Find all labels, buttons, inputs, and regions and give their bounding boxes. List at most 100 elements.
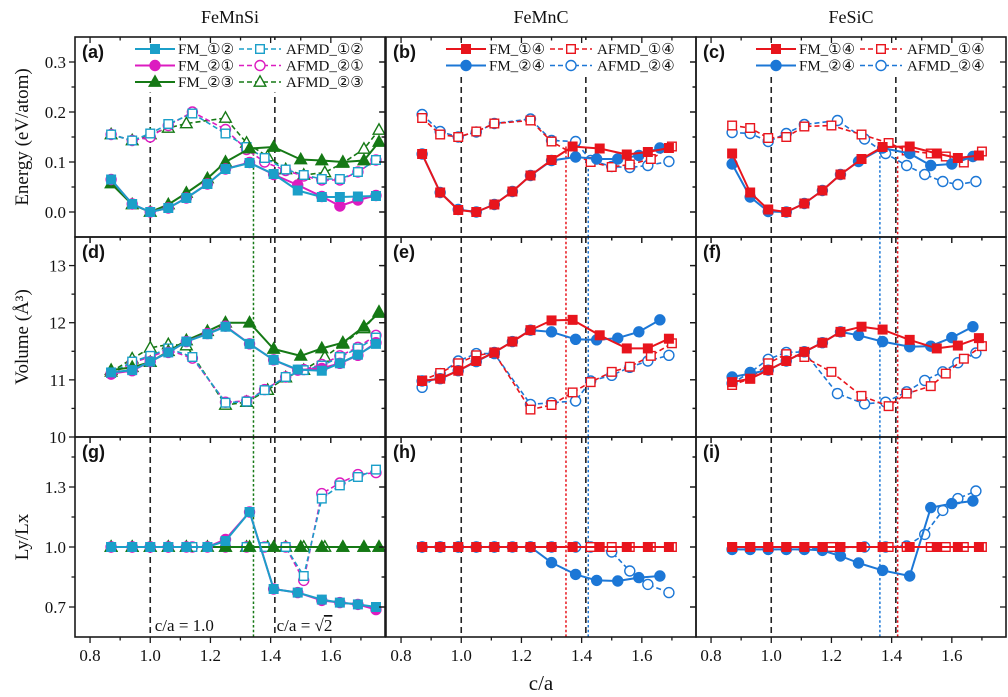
x-tick-label: 1.2	[821, 646, 842, 665]
data-point	[835, 542, 846, 553]
data-point	[316, 191, 327, 202]
data-point	[127, 198, 138, 209]
data-point	[370, 190, 381, 201]
data-point	[781, 206, 792, 217]
data-point	[663, 542, 674, 553]
legend-label: FM_②④	[489, 59, 545, 75]
data-point	[973, 150, 984, 161]
data-point	[106, 129, 117, 140]
series-0	[106, 157, 381, 217]
legend-label: FM_①④	[799, 42, 855, 58]
data-point	[835, 169, 846, 180]
data-point	[266, 139, 281, 152]
data-point	[654, 314, 666, 326]
data-point	[817, 337, 828, 348]
data-point	[268, 354, 279, 365]
data-point	[852, 557, 865, 569]
legend-marker-swatch	[771, 44, 782, 55]
data-point	[371, 122, 385, 135]
data-point	[856, 321, 867, 332]
data-point	[590, 574, 603, 587]
data-point	[817, 185, 828, 196]
data-point	[220, 321, 231, 332]
data-point	[834, 550, 847, 562]
data-point	[925, 159, 937, 172]
data-point	[831, 387, 844, 400]
legend-entry: AFMD_②④	[860, 59, 985, 75]
data-point	[202, 542, 213, 553]
data-point	[856, 390, 867, 401]
legend-marker-swatch	[253, 74, 267, 87]
plot-area	[104, 237, 385, 437]
data-point	[817, 542, 828, 553]
data-point	[127, 542, 138, 553]
data-point	[352, 349, 363, 360]
x-tick-label: 1.6	[631, 646, 652, 665]
legend-entry: AFMD_①②	[239, 42, 364, 58]
data-point	[435, 373, 446, 384]
data-point	[266, 539, 281, 552]
data-point	[727, 377, 738, 388]
legend-label: AFMD_②①	[286, 59, 364, 75]
data-point	[569, 395, 582, 407]
data-point	[799, 542, 810, 553]
data-point	[489, 199, 500, 210]
data-point	[781, 131, 792, 142]
data-point	[181, 336, 192, 347]
data-point	[621, 542, 632, 553]
data-point	[471, 206, 482, 217]
data-point	[241, 396, 252, 407]
data-point	[314, 340, 329, 354]
data-point	[471, 126, 482, 137]
legend-label: AFMD_①④	[907, 42, 985, 58]
data-point	[745, 542, 756, 553]
data-point	[663, 586, 675, 599]
legend-marker-swatch	[254, 44, 265, 55]
data-point	[925, 501, 937, 514]
data-point	[220, 536, 231, 547]
data-point	[163, 202, 174, 213]
data-point	[883, 401, 894, 412]
legend-marker-swatch	[149, 44, 160, 55]
data-point	[835, 326, 846, 337]
data-point	[745, 122, 756, 133]
data-point	[952, 178, 964, 191]
data-point	[525, 404, 536, 415]
data-point	[904, 542, 915, 553]
data-point	[145, 206, 156, 217]
data-point	[633, 326, 645, 338]
data-point	[220, 128, 231, 139]
y-tick-label: 11	[50, 371, 66, 390]
column-title-femnsi: FeMnSi	[201, 7, 259, 27]
data-point	[127, 135, 138, 146]
data-point	[727, 120, 738, 131]
y-tick-label: 12	[49, 314, 66, 333]
x-tick-label: 0.8	[79, 646, 100, 665]
legend-label: FM_②③	[178, 75, 234, 91]
annotation: c/a = 1.0	[155, 616, 214, 635]
legend-entry: FM_①②	[135, 42, 234, 58]
data-point	[745, 373, 756, 384]
data-point	[763, 542, 774, 553]
data-point	[642, 146, 653, 157]
data-point	[826, 120, 837, 131]
data-point	[952, 340, 963, 351]
legend-marker-swatch	[254, 59, 266, 72]
legend-marker-swatch	[875, 59, 887, 72]
series-0	[727, 321, 984, 388]
data-point	[242, 315, 257, 328]
data-point	[546, 136, 557, 147]
data-point	[590, 153, 603, 165]
data-point	[370, 338, 381, 349]
data-point	[352, 472, 363, 483]
data-point	[621, 149, 632, 160]
data-point	[606, 161, 617, 172]
data-point	[145, 128, 156, 139]
y-tick-label: 1.0	[45, 538, 66, 557]
data-point	[334, 597, 345, 608]
legend-label: AFMD_②④	[907, 59, 985, 75]
panel-frame	[695, 436, 1007, 638]
